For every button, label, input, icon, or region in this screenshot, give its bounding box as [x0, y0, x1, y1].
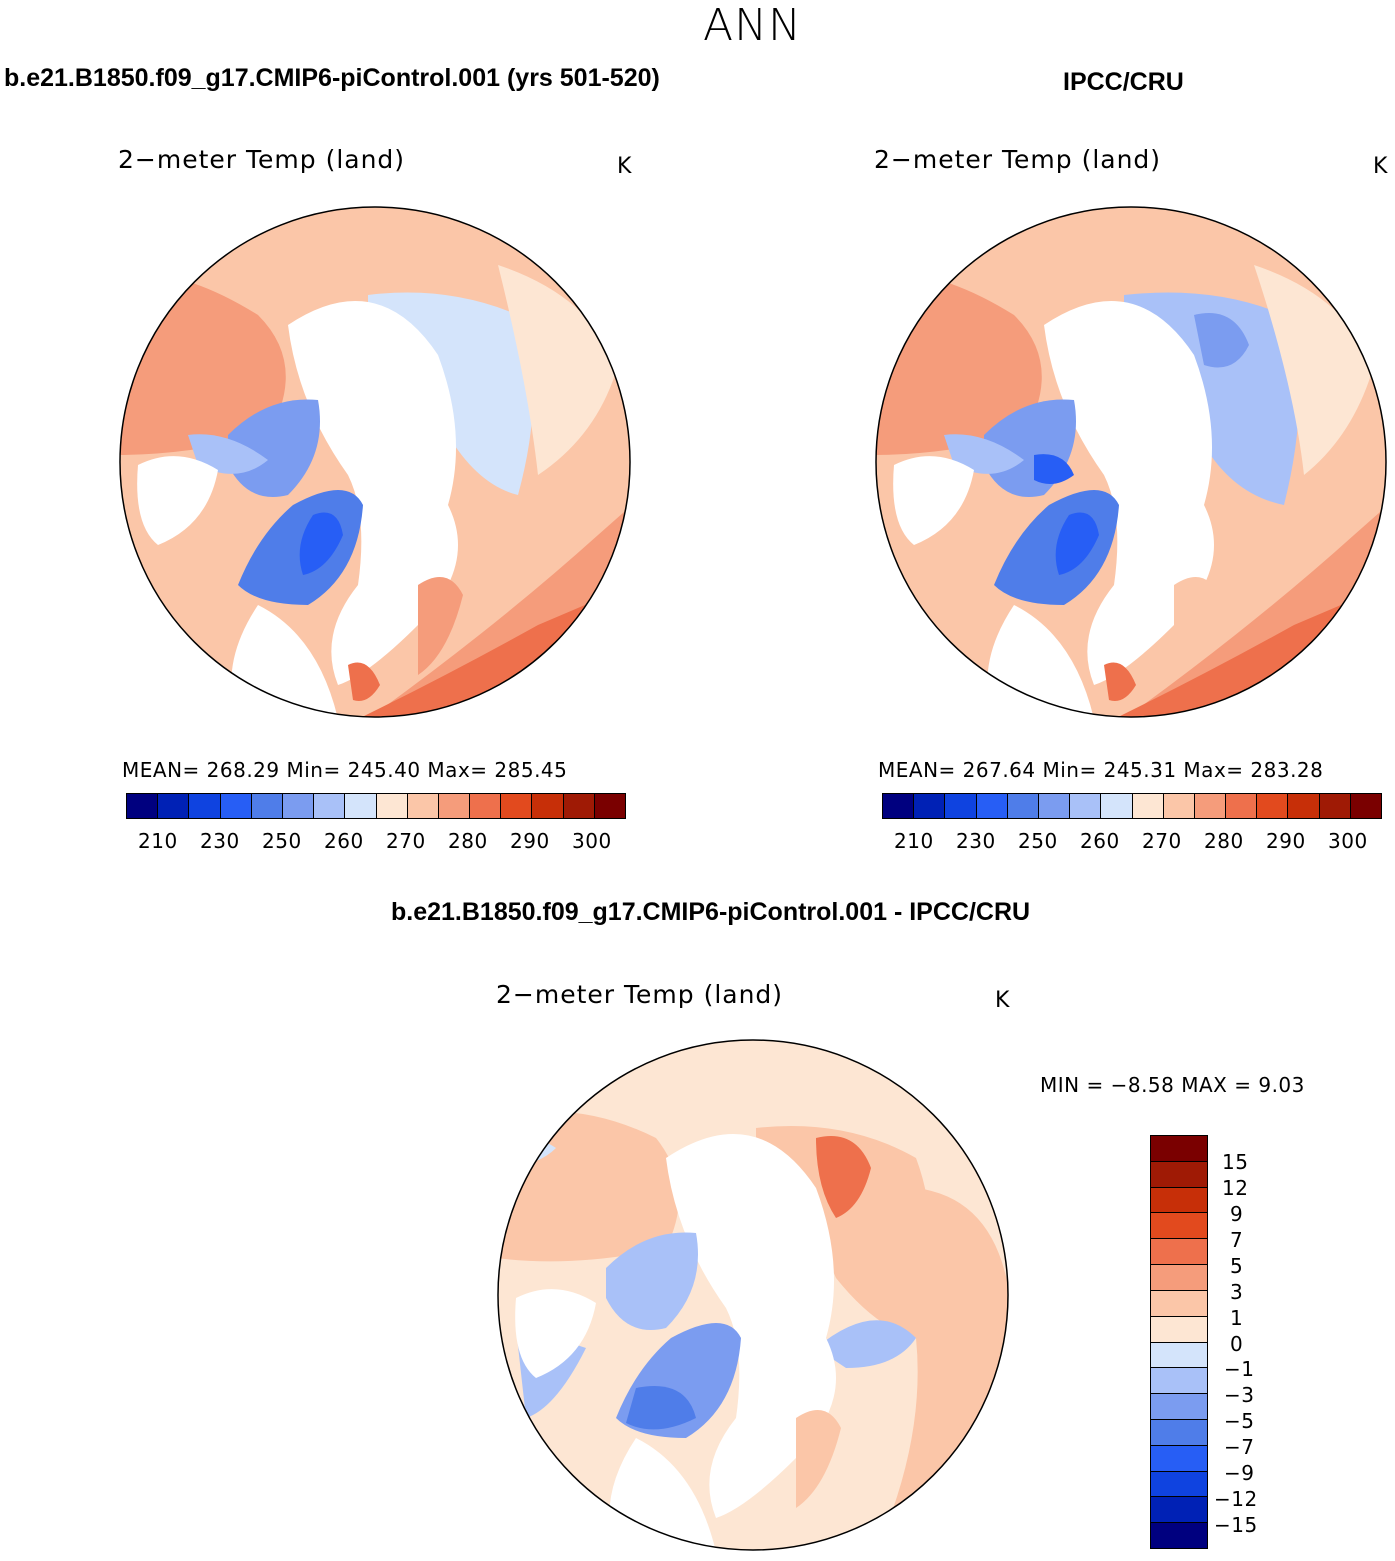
model-colorbar-tick: 270 — [386, 829, 426, 853]
colorbar-swatch — [314, 794, 346, 818]
colorbar-swatch — [1226, 794, 1258, 818]
obs-stats: MEAN= 267.64 Min= 245.31 Max= 283.28 — [878, 758, 1324, 782]
colorbar-swatch — [1288, 794, 1320, 818]
diff-stats: MIN = −8.58 MAX = 9.03 — [1040, 1073, 1305, 1097]
diff-units: K — [995, 988, 1010, 1013]
figure-title: ANN — [703, 0, 802, 51]
colorbar-swatch — [158, 794, 190, 818]
colorbar-swatch — [1151, 1136, 1207, 1162]
colorbar-swatch — [1151, 1497, 1207, 1524]
diff-colorbar-tick: −5 — [1224, 1409, 1255, 1433]
colorbar-swatch — [1151, 1342, 1207, 1369]
colorbar-swatch — [945, 794, 977, 818]
model-colorbar-tick: 300 — [572, 829, 612, 853]
colorbar-swatch — [532, 794, 564, 818]
colorbar-swatch — [1151, 1445, 1207, 1472]
colorbar-swatch — [1151, 1290, 1207, 1317]
colorbar-swatch — [1163, 794, 1195, 818]
model-colorbar-tick: 280 — [448, 829, 488, 853]
diff-colorbar — [1150, 1135, 1208, 1549]
colorbar-swatch — [407, 794, 439, 818]
obs-variable-title: 2−meter Temp (land) — [874, 145, 1162, 174]
colorbar-swatch — [1350, 794, 1381, 818]
colorbar-swatch — [1151, 1187, 1207, 1214]
colorbar-swatch — [376, 794, 408, 818]
colorbar-swatch — [1151, 1523, 1207, 1548]
obs-colorbar — [882, 793, 1382, 819]
model-stats: MEAN= 268.29 Min= 245.40 Max= 285.45 — [122, 758, 568, 782]
obs-colorbar-tick: 290 — [1266, 829, 1306, 853]
colorbar-swatch — [1007, 794, 1039, 818]
colorbar-swatch — [594, 794, 625, 818]
obs-colorbar-tick: 300 — [1328, 829, 1368, 853]
colorbar-swatch — [1319, 794, 1351, 818]
obs-colorbar-tick: 250 — [1018, 829, 1058, 853]
obs-case-title: IPCC/CRU — [1063, 68, 1184, 96]
diff-colorbar-tick: −1 — [1224, 1357, 1255, 1381]
colorbar-swatch — [1151, 1316, 1207, 1343]
colorbar-swatch — [1070, 794, 1102, 818]
diff-colorbar-tick: −12 — [1214, 1487, 1258, 1511]
colorbar-swatch — [1194, 794, 1227, 818]
colorbar-swatch — [251, 794, 283, 818]
colorbar-swatch — [1151, 1419, 1207, 1446]
obs-colorbar-tick: 260 — [1080, 829, 1120, 853]
diff-colorbar-tick: 12 — [1222, 1176, 1249, 1200]
diff-colorbar-tick: 5 — [1230, 1254, 1244, 1278]
diff-polar-map — [496, 1038, 1010, 1552]
obs-colorbar-tick: 270 — [1142, 829, 1182, 853]
model-case-title: b.e21.B1850.f09_g17.CMIP6-piControl.001 … — [4, 64, 660, 92]
diff-colorbar-tick: 3 — [1230, 1280, 1244, 1304]
diff-colorbar-tick: 15 — [1222, 1150, 1249, 1174]
diff-colorbar-tick: 0 — [1230, 1332, 1244, 1356]
colorbar-swatch — [127, 794, 159, 818]
colorbar-swatch — [1151, 1368, 1207, 1395]
colorbar-swatch — [1151, 1213, 1207, 1240]
colorbar-swatch — [1151, 1265, 1207, 1291]
colorbar-swatch — [470, 794, 502, 818]
obs-colorbar-tick: 230 — [956, 829, 996, 853]
colorbar-swatch — [220, 794, 252, 818]
colorbar-swatch — [501, 794, 533, 818]
colorbar-swatch — [883, 794, 915, 818]
model-colorbar-tick: 250 — [262, 829, 302, 853]
diff-colorbar-tick: −3 — [1224, 1383, 1255, 1407]
diff-colorbar-tick: −9 — [1224, 1461, 1255, 1485]
colorbar-swatch — [1257, 794, 1289, 818]
colorbar-swatch — [282, 794, 315, 818]
colorbar-swatch — [1151, 1161, 1207, 1188]
diff-variable-title: 2−meter Temp (land) — [496, 980, 784, 1009]
colorbar-swatch — [563, 794, 595, 818]
colorbar-swatch — [1132, 794, 1164, 818]
colorbar-swatch — [976, 794, 1008, 818]
diff-colorbar-tick: 1 — [1230, 1306, 1244, 1330]
colorbar-swatch — [914, 794, 946, 818]
obs-colorbar-tick: 210 — [894, 829, 934, 853]
model-colorbar-tick: 210 — [138, 829, 178, 853]
obs-units: K — [1373, 154, 1388, 179]
diff-colorbar-tick: −7 — [1224, 1435, 1255, 1459]
obs-polar-map — [874, 205, 1388, 719]
colorbar-swatch — [1038, 794, 1071, 818]
colorbar-swatch — [345, 794, 377, 818]
colorbar-swatch — [1151, 1394, 1207, 1420]
model-colorbar-tick: 290 — [510, 829, 550, 853]
model-units: K — [617, 154, 632, 179]
diff-colorbar-tick: 9 — [1230, 1202, 1244, 1226]
colorbar-swatch — [1151, 1239, 1207, 1266]
colorbar-swatch — [1151, 1471, 1207, 1498]
colorbar-swatch — [1101, 794, 1133, 818]
diff-colorbar-tick: 7 — [1230, 1228, 1244, 1252]
model-colorbar-tick: 260 — [324, 829, 364, 853]
obs-colorbar-tick: 280 — [1204, 829, 1244, 853]
model-variable-title: 2−meter Temp (land) — [118, 145, 406, 174]
model-colorbar — [126, 793, 626, 819]
model-colorbar-tick: 230 — [200, 829, 240, 853]
colorbar-swatch — [438, 794, 471, 818]
colorbar-swatch — [189, 794, 221, 818]
diff-colorbar-tick: −15 — [1214, 1513, 1258, 1537]
diff-case-title: b.e21.B1850.f09_g17.CMIP6-piControl.001 … — [391, 898, 1031, 926]
model-polar-map — [118, 205, 632, 719]
